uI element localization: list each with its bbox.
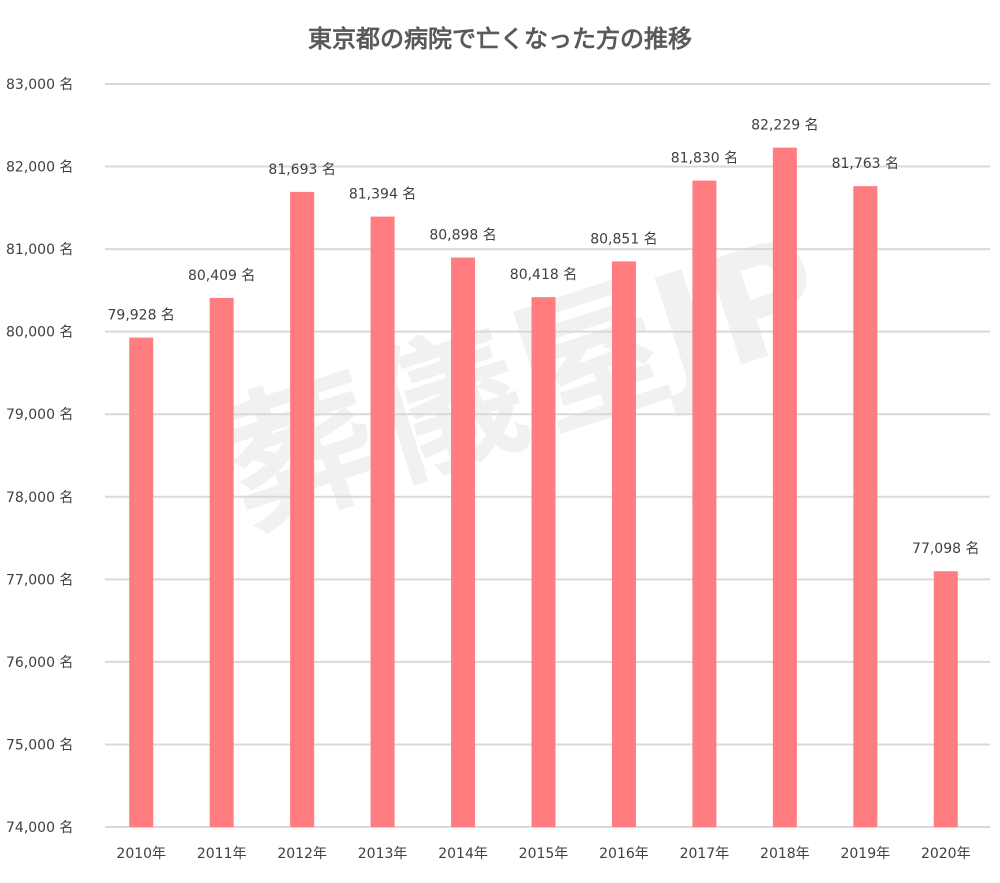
data-label: 80,898 名	[429, 228, 496, 244]
bar-2020年	[933, 571, 958, 827]
bar-2019年	[853, 186, 878, 827]
x-tick-label: 2019年	[840, 846, 890, 862]
y-tick-label: 75,000 名	[6, 737, 73, 753]
bar-2014年	[451, 257, 476, 828]
y-tick-label: 77,000 名	[6, 572, 73, 588]
bar-2012年	[290, 191, 315, 827]
y-tick-label: 76,000 名	[6, 655, 73, 671]
bar-2013年	[370, 216, 395, 827]
bars	[129, 147, 958, 828]
data-label: 81,763 名	[832, 156, 899, 172]
y-tick-label: 79,000 名	[6, 407, 73, 423]
y-tick-label: 78,000 名	[6, 490, 73, 506]
bar-2010年	[129, 337, 154, 827]
x-tick-label: 2010年	[116, 846, 166, 862]
x-tick-label: 2017年	[680, 846, 730, 862]
x-tick-label: 2016年	[599, 846, 649, 862]
x-tick-label: 2018年	[760, 846, 810, 862]
bar-2015年	[531, 297, 556, 827]
y-tick-label: 83,000 名	[6, 77, 73, 93]
x-tick-label: 2011年	[197, 846, 247, 862]
x-tick-label: 2015年	[519, 846, 569, 862]
data-label: 80,851 名	[590, 231, 657, 247]
y-tick-label: 82,000 名	[6, 160, 73, 176]
chart-title: 東京都の病院で亡くなった方の推移	[308, 25, 692, 53]
data-label: 81,830 名	[671, 151, 738, 167]
data-label: 81,394 名	[349, 187, 416, 203]
x-tick-label: 2020年	[921, 846, 971, 862]
data-label: 80,418 名	[510, 267, 577, 283]
x-tick-label: 2014年	[438, 846, 488, 862]
bar-2016年	[611, 261, 636, 828]
y-tick-label: 74,000 名	[6, 820, 73, 836]
bar-2018年	[772, 147, 797, 827]
data-label: 79,928 名	[108, 308, 175, 324]
bar-2011年	[209, 297, 234, 827]
data-label: 80,409 名	[188, 268, 255, 284]
data-label: 82,229 名	[751, 118, 818, 134]
bar-2017年	[692, 180, 717, 828]
x-tick-label: 2013年	[358, 846, 408, 862]
data-label: 77,098 名	[912, 541, 979, 557]
y-axis-ticks: 74,000 名 75,000 名 76,000 名 77,000 名 78,000 名…	[6, 77, 73, 836]
y-tick-label: 80,000 名	[6, 325, 73, 341]
y-tick-label: 81,000 名	[6, 242, 73, 258]
data-label: 81,693 名	[268, 162, 335, 178]
data-labels: 79,928 名 80,409 名 81,693 名 81,394 名 80,898 名…	[108, 118, 980, 558]
x-tick-label: 2012年	[277, 846, 327, 862]
x-axis-ticks: 2010年 2011年 2012年 2013年 2014年 2015年 2016年 2017年…	[116, 846, 970, 862]
